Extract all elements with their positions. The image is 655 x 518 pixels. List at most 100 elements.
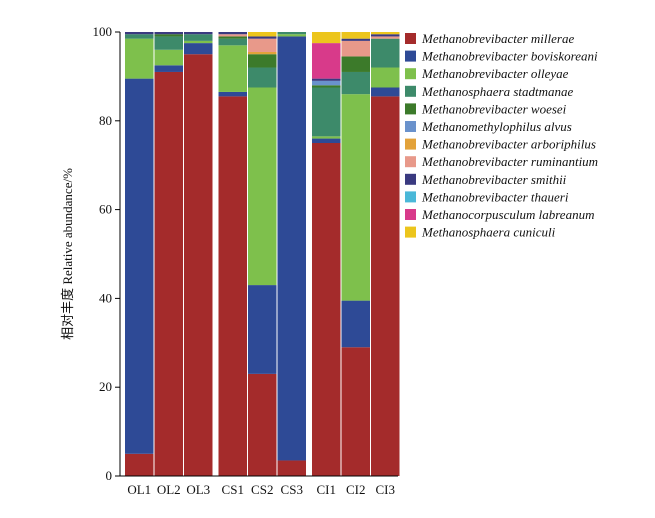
bar-segment [218,96,247,476]
bar-segment [154,49,183,66]
bar-segment [125,34,154,39]
bar-segment [341,40,370,57]
bar-segment [341,300,370,348]
bar-segment [184,43,213,55]
bar-segment [371,32,400,35]
bar-segment [312,138,341,143]
legend-swatch [405,138,416,150]
bar-segment [125,78,154,454]
legend-swatch [405,226,416,238]
bar-segment [312,80,341,86]
bar-segment [312,143,341,476]
x-ticks: OL1 OL2 OL3 CS1 CS2 CS3 CI1 CI2 CI3 [127,482,395,497]
x-tick-label: OL1 [127,482,151,497]
bar-segment [218,32,247,35]
legend-swatch [405,85,416,97]
legend-swatch [405,68,416,80]
y-axis-title: 相对丰度 Relative abundance/% [60,168,75,340]
bar-segment [184,34,213,41]
legend-label: Methanocorpusculum labreanum [421,207,594,222]
x-tick-label: CI2 [346,482,366,497]
bar-segment [248,36,277,39]
y-tick-label: 100 [93,24,113,39]
bar-segment [218,34,247,37]
bar-segment [341,56,370,72]
bar-segment [218,45,247,92]
bar-segment [248,285,277,374]
bar-segment [184,54,213,476]
legend-label: Methanobrevibacter boviskoreani [421,49,598,64]
bars-layer [125,32,400,477]
bar-segment [341,32,370,39]
legend-swatch [405,50,416,62]
bar-segment [218,91,247,97]
bar-segment [248,373,277,476]
bar-segment [371,36,400,39]
bar-segment [154,71,183,477]
legend-swatch [405,121,416,132]
bar-segment [154,36,183,50]
legend-swatch [405,209,416,220]
legend-swatch [405,156,416,168]
bar-segment [371,38,400,68]
legend-swatch [405,173,416,185]
x-tick-label: CS2 [251,482,273,497]
bar-segment [371,87,400,97]
y-tick-label: 20 [99,379,112,394]
legend-swatch [405,33,416,44]
x-tick-label: CS3 [281,482,303,497]
x-tick-label: OL2 [157,482,181,497]
legend-label: Methanobrevibacter olleyae [421,66,569,81]
legend-label: Methanobrevibacter woesei [421,101,567,116]
bar-segment [248,32,277,37]
y-tick-label: 60 [99,202,112,217]
bar-segment [218,38,247,46]
bar-segment [312,43,341,79]
x-tick-label: OL3 [186,482,210,497]
bar-segment [341,347,370,476]
x-tick-label: CI3 [376,482,396,497]
legend-label: Methanobrevibacter millerae [421,31,574,46]
legend: Methanobrevibacter millerae Methanobrevib… [405,31,598,240]
legend-label: Methanosphaera stadtmanae [421,84,574,99]
legend-label: Methanobrevibacter arboriphilus [421,137,596,152]
bar-segment [125,453,154,476]
bar-segment [312,78,341,81]
bar-segment [125,38,154,79]
x-tick-label: CS1 [222,482,244,497]
bar-segment [125,32,154,35]
bar-segment [312,87,341,137]
y-ticks: 0 20 40 60 80 100 [93,24,120,483]
bar-segment [154,65,183,72]
legend-label: Methanobrevibacter ruminantium [421,154,598,169]
bar-segment [218,36,247,39]
bar-segment [312,85,341,88]
bar-segment [371,34,400,37]
bar-segment [248,54,277,68]
bar-segment [248,67,277,88]
y-tick-label: 0 [106,468,113,483]
bar-segment [277,36,306,461]
axis-layer [119,32,398,477]
bar-segment [248,87,277,286]
bar-segment [371,96,400,476]
bar-segment [341,71,370,95]
bar-segment [312,32,341,44]
legend-label: Methanobrevibacter smithii [421,172,567,187]
y-tick-label: 40 [99,290,112,305]
x-tick-label: CI1 [317,482,337,497]
bar-segment [277,32,306,35]
legend-swatch [405,103,416,115]
bar-segment [248,51,277,55]
bar-segment [184,40,213,44]
bar-segment [154,32,183,35]
legend-label: Methanomethylophilus alvus [421,119,572,134]
bar-segment [248,38,277,52]
bar-segment [277,460,306,476]
legend-swatch [405,191,416,203]
bar-segment [154,34,183,37]
bar-segment [371,67,400,88]
bar-segment [341,38,370,41]
